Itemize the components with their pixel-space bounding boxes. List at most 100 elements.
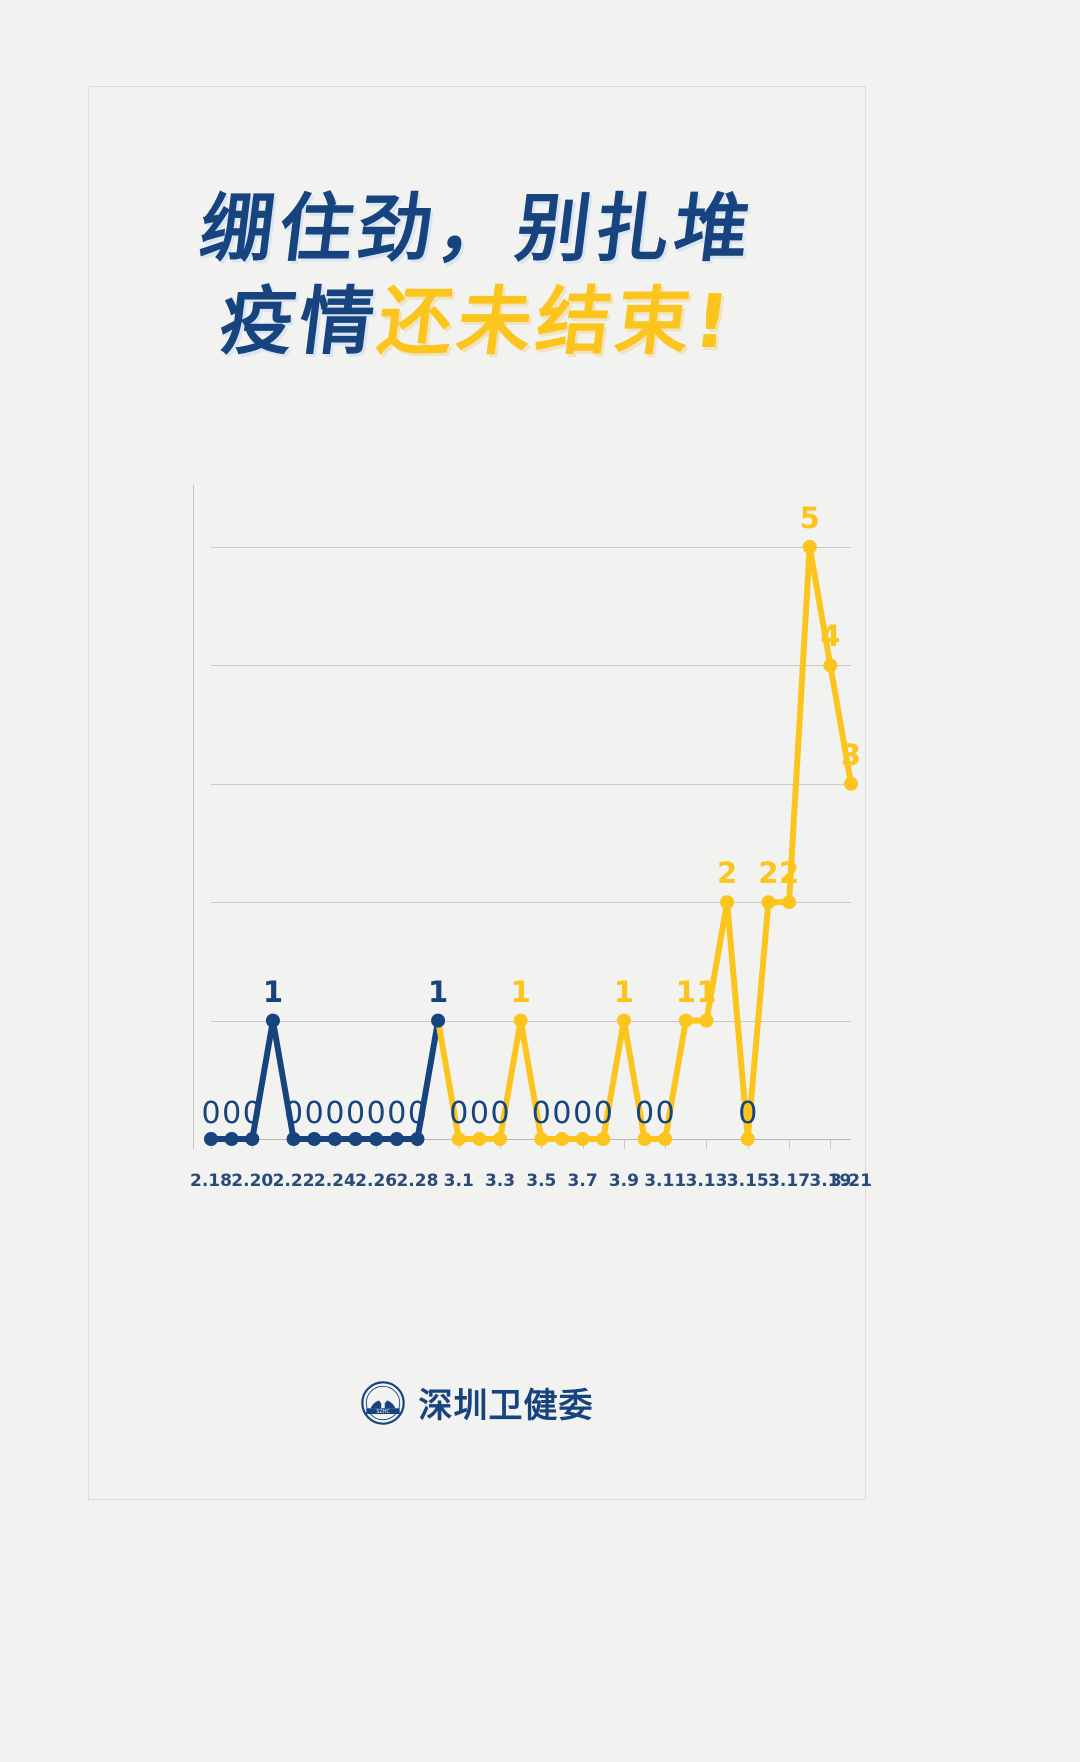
data-point (658, 1132, 673, 1146)
data-point (451, 1132, 466, 1146)
zero-label: 0 (325, 1096, 345, 1131)
data-point (431, 1013, 446, 1028)
svg-text:SZHC: SZHC (376, 1409, 390, 1415)
x-tick-label: 2.26 (355, 1171, 398, 1191)
x-tick-label: 3.17 (768, 1171, 811, 1191)
x-tick-label: 2.20 (231, 1171, 274, 1191)
value-label: 2 (758, 856, 779, 891)
x-tick-label: 2.28 (396, 1171, 439, 1191)
shenzhen-health-commission-logo-icon: SZHC (360, 1380, 405, 1425)
x-tick-label: 3.5 (526, 1171, 557, 1191)
x-tick-label: 3.11 (644, 1171, 687, 1191)
value-label: 3 (840, 737, 862, 772)
data-point (348, 1132, 363, 1146)
x-tick-label: 3.13 (685, 1171, 728, 1191)
gridline-4 (211, 665, 851, 667)
x-tick-mark (830, 1139, 832, 1149)
data-point (389, 1132, 404, 1146)
data-point (534, 1132, 549, 1146)
headline-block: 绷住劲，别扎堆 疫情还未结束! (89, 183, 865, 369)
value-label: 5 (799, 501, 820, 535)
zero-label: 0 (593, 1096, 613, 1131)
headline-line-2: 疫情还未结束! (83, 276, 870, 369)
zero-label: 0 (573, 1096, 593, 1131)
gridline-1 (211, 1020, 851, 1022)
zero-label: 0 (738, 1096, 758, 1131)
data-point (720, 895, 735, 910)
x-tick-label: 3.15 (726, 1171, 769, 1191)
data-point (823, 658, 838, 673)
data-point (265, 1013, 280, 1028)
data-point (554, 1132, 569, 1146)
zero-label: 0 (531, 1096, 551, 1131)
data-point (596, 1132, 611, 1146)
data-point (224, 1132, 239, 1146)
zero-label: 0 (490, 1096, 510, 1131)
value-label: 1 (510, 974, 531, 1009)
zero-label: 0 (201, 1096, 221, 1131)
data-point (802, 540, 817, 554)
data-point (761, 895, 776, 910)
data-point (410, 1132, 425, 1146)
x-axis-baseline (211, 1139, 851, 1140)
value-label: 1 (428, 974, 449, 1009)
x-tick-label: 3.21 (830, 1171, 872, 1191)
zero-label: 0 (242, 1096, 262, 1131)
x-tick-label: 2.24 (313, 1171, 356, 1191)
data-point (782, 895, 797, 910)
zero-label: 0 (449, 1096, 469, 1131)
headline-line-2-yellow: 还未结束! (373, 279, 739, 366)
x-tick-label: 3.7 (567, 1171, 598, 1191)
x-tick-mark (789, 1139, 791, 1149)
data-point (513, 1013, 528, 1028)
zero-label: 0 (345, 1096, 366, 1131)
data-point (844, 776, 858, 791)
x-tick-mark (623, 1139, 625, 1149)
footer-branding: SZHC 深圳卫健委 (89, 1378, 865, 1427)
value-label: 4 (820, 619, 841, 654)
zero-label: 0 (366, 1096, 386, 1131)
data-point (575, 1132, 590, 1146)
data-point (286, 1132, 301, 1146)
x-tick-label: 2.22 (272, 1171, 315, 1191)
value-label: 1 (262, 974, 284, 1009)
value-label: 1 (696, 974, 717, 1009)
value-label: 1 (675, 974, 696, 1009)
data-point (616, 1013, 631, 1028)
data-point (327, 1132, 342, 1146)
gridline-5 (211, 547, 851, 548)
line-series-svg (204, 540, 858, 1146)
data-point (369, 1132, 384, 1146)
zero-label: 0 (655, 1096, 675, 1131)
data-point (678, 1013, 693, 1028)
zero-label: 0 (304, 1096, 324, 1131)
zero-label: 0 (387, 1096, 407, 1131)
y-axis-line (193, 485, 194, 1149)
data-point (472, 1132, 487, 1146)
line-yellow-segment (435, 544, 854, 1142)
zero-label: 0 (469, 1096, 489, 1131)
x-tick-label: 3.19 (809, 1171, 852, 1191)
zero-label: 0 (635, 1096, 655, 1131)
zero-label: 0 (222, 1096, 242, 1131)
x-tick-label: 3.1 (443, 1171, 474, 1191)
x-tick-label: 3.3 (484, 1171, 516, 1191)
value-label: 2 (717, 856, 738, 891)
x-tick-label: 3.9 (608, 1171, 639, 1191)
headline-line-2-blue: 疫情 (215, 279, 384, 366)
footer-org-name: 深圳卫健委 (418, 1386, 594, 1426)
x-tick-mark (706, 1139, 708, 1149)
data-point (637, 1132, 652, 1146)
value-label: 2 (778, 856, 800, 891)
x-tick-label: 2.18 (190, 1171, 232, 1191)
zero-label: 0 (284, 1096, 304, 1131)
gridline-3 (211, 783, 851, 785)
data-point (307, 1132, 322, 1146)
zero-label: 0 (552, 1096, 572, 1131)
headline-line-1: 绷住劲，别扎堆 (195, 186, 759, 272)
data-point (204, 1132, 218, 1146)
data-point (245, 1132, 260, 1146)
